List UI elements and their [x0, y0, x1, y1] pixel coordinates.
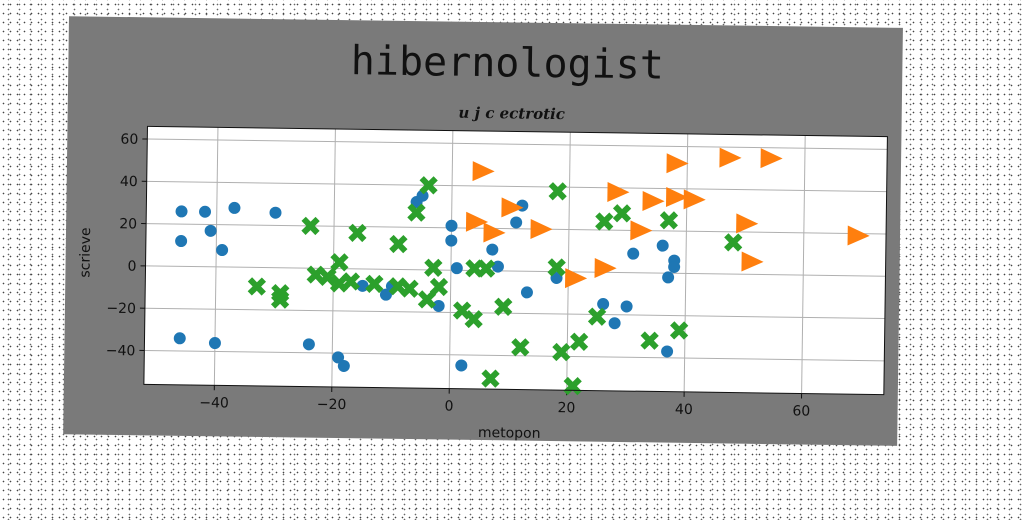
x-tick-label: −40: [199, 395, 229, 411]
y-tick-label: −20: [106, 301, 136, 317]
x-tick-label: −20: [317, 397, 347, 413]
x-tick-label: 60: [792, 403, 810, 419]
chart-subtitle: u j c ectrotic: [458, 104, 565, 123]
y-tick-label: 0: [127, 259, 136, 275]
chart-title: hibernologist: [351, 38, 665, 88]
x-axis-label: metopon: [478, 425, 541, 442]
y-tick-label: 60: [120, 132, 138, 148]
x-tick-label: 0: [444, 399, 453, 415]
y-tick-label: 20: [119, 216, 137, 232]
y-tick-label: 40: [120, 174, 138, 190]
x-tick-label: 40: [675, 402, 693, 418]
y-axis-label: scrieve: [77, 227, 94, 277]
y-tick-label: −40: [106, 343, 136, 359]
x-tick-label: 20: [557, 400, 575, 416]
